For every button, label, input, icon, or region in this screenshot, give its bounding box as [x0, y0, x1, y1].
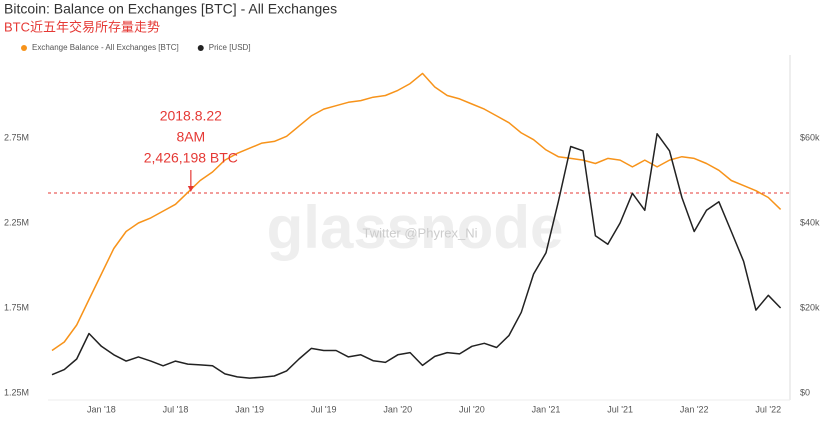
y2-tick-label: $20k — [800, 302, 820, 312]
x-tick-label: Jan '18 — [87, 404, 116, 414]
legend-marker — [21, 45, 27, 51]
chart-title: Bitcoin: Balance on Exchanges [BTC] - Al… — [4, 1, 337, 17]
x-tick-label: Jul '21 — [607, 404, 633, 414]
x-tick-label: Jul '22 — [755, 404, 781, 414]
y-tick-label: 1.25M — [4, 387, 29, 397]
y2-tick-label: $40k — [800, 217, 820, 227]
watermark: glassnode — [267, 194, 564, 261]
y-tick-label: 2.25M — [4, 217, 29, 227]
legend-marker — [197, 45, 204, 51]
x-tick-label: Jul '20 — [459, 404, 485, 414]
y2-tick-label: $0 — [800, 387, 810, 397]
annotation-arrowhead — [187, 186, 194, 192]
x-tick-label: Jul '19 — [311, 404, 337, 414]
x-tick-label: Jul '18 — [163, 404, 189, 414]
y2-tick-label: $60k — [800, 132, 820, 142]
y-tick-label: 2.75M — [4, 132, 29, 142]
x-tick-label: Jan '19 — [235, 404, 264, 414]
y-tick-label: 1.75M — [4, 302, 29, 312]
annotation-text: 2,426,198 BTC — [144, 150, 238, 166]
watermark: Twitter @Phyrex_Ni — [362, 225, 477, 240]
annotation-text: 2018.8.22 — [160, 108, 222, 124]
series-line — [51, 72, 782, 352]
x-tick-label: Jan '21 — [532, 404, 561, 414]
x-tick-label: Jan '20 — [383, 404, 412, 414]
chart-subtitle: BTC近五年交易所存量走势 — [4, 19, 160, 34]
legend-label: Price [USD] — [209, 43, 251, 52]
x-tick-label: Jan '22 — [680, 404, 709, 414]
annotation-text: 8AM — [176, 129, 205, 145]
series-line — [51, 133, 782, 379]
legend-label: Exchange Balance - All Exchanges [BTC] — [32, 43, 179, 52]
